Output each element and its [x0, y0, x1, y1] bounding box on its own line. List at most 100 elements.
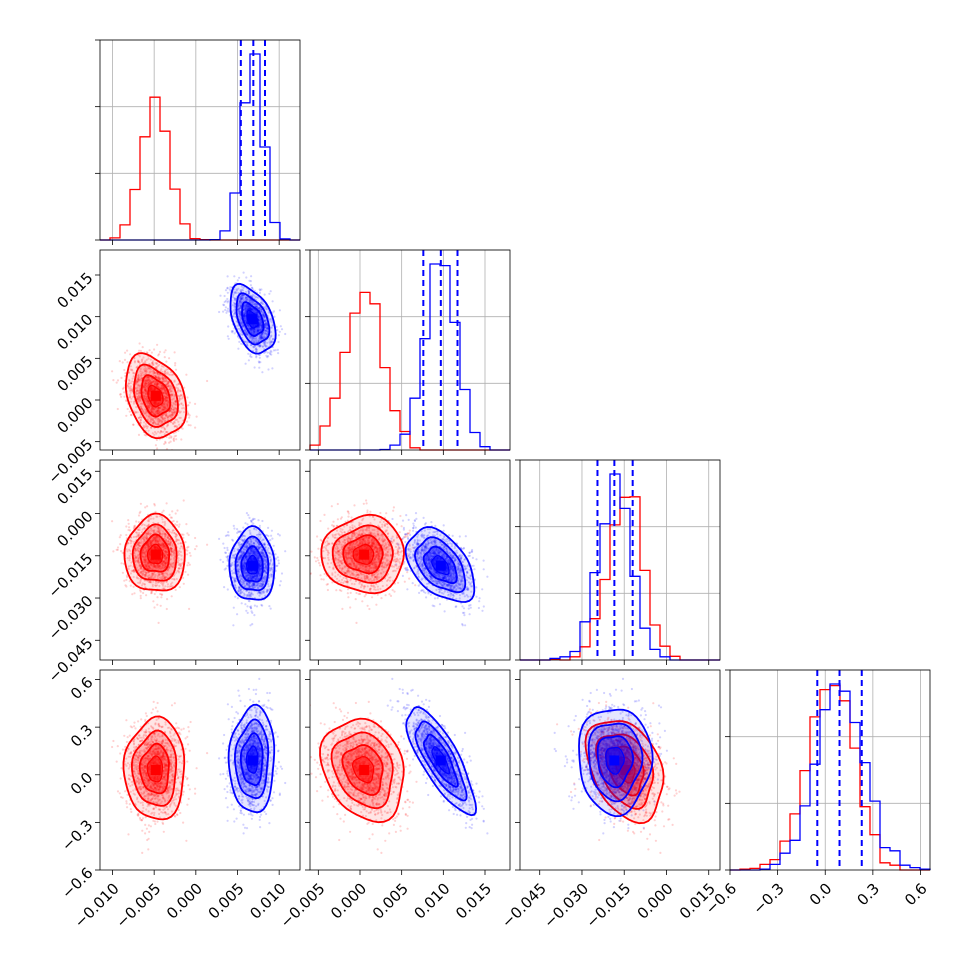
scatter-point [148, 403, 152, 406]
scatter-point [157, 373, 160, 376]
scatter-point [137, 533, 141, 536]
scatter-point [164, 550, 167, 553]
scatter-point [149, 542, 152, 546]
scatter-point [129, 539, 132, 542]
scatter-point [164, 562, 167, 565]
scatter-point [248, 325, 251, 328]
scatter-point [173, 556, 176, 560]
scatter-point [162, 563, 165, 567]
scatter-point [146, 532, 149, 536]
scatter-point [224, 289, 228, 292]
scatter-point [229, 565, 232, 568]
scatter-point [161, 404, 164, 407]
scatter-point [157, 409, 160, 412]
scatter-point [263, 333, 266, 336]
scatter-point [144, 390, 147, 393]
scatter-point [243, 304, 246, 307]
scatter-point [248, 552, 251, 555]
scatter-point [140, 570, 143, 573]
scatter-point [159, 544, 162, 548]
scatter-point [162, 542, 165, 545]
scatter-point [245, 544, 248, 547]
scatter-point [264, 322, 267, 325]
scatter-point [255, 348, 258, 351]
scatter-point [132, 526, 135, 530]
scatter-point [246, 344, 249, 347]
scatter-point [255, 341, 258, 344]
scatter-point [172, 551, 175, 554]
scatter-point [248, 585, 251, 588]
scatter-point [166, 536, 170, 539]
scatter-point [160, 577, 163, 580]
scatter-point [154, 537, 157, 540]
scatter-point [240, 301, 243, 304]
scatter-point [206, 379, 209, 383]
scatter-point [266, 549, 269, 552]
scatter-point [181, 427, 184, 430]
scatter-point [185, 373, 188, 376]
scatter-point [163, 576, 167, 579]
scatter-point [258, 592, 261, 595]
scatter-point [186, 549, 189, 552]
scatter-point [141, 528, 144, 531]
scatter-point [239, 589, 242, 592]
scatter-point [144, 558, 147, 562]
scatter-point [160, 542, 164, 545]
scatter-point [178, 523, 181, 526]
scatter-point [137, 373, 140, 377]
scatter-point [238, 296, 241, 299]
scatter-point [266, 341, 269, 344]
scatter-point [151, 432, 154, 435]
scatter-point [237, 557, 240, 560]
scatter-point [127, 567, 130, 571]
scatter-point [132, 423, 135, 426]
scatter-point [242, 271, 245, 274]
scatter-point [127, 382, 130, 385]
scatter-point [156, 412, 159, 415]
scatter-point [152, 363, 155, 366]
scatter-point [146, 367, 149, 370]
scatter-point [140, 537, 143, 540]
scatter-point [252, 345, 255, 348]
scatter-point [126, 407, 129, 411]
scatter-point [135, 535, 138, 538]
scatter-point [219, 294, 222, 297]
scatter-point [147, 571, 150, 574]
scatter-point [169, 547, 172, 550]
scatter-point [163, 433, 166, 436]
scatter-point [236, 560, 239, 563]
scatter-point [165, 396, 168, 399]
scatter-point [168, 565, 171, 568]
scatter-point [170, 413, 173, 416]
scatter-point [179, 410, 182, 413]
scatter-point [239, 312, 242, 315]
scatter-point [234, 297, 237, 300]
scatter-point [257, 329, 260, 332]
scatter-point [257, 571, 260, 574]
scatter-point [159, 369, 162, 372]
scatter-point [146, 404, 149, 407]
scatter-point [150, 381, 153, 384]
scatter-point [249, 280, 252, 283]
scatter-point [166, 431, 169, 434]
scatter-point [173, 421, 176, 424]
scatter-point [147, 530, 150, 533]
scatter-point [148, 404, 151, 407]
scatter-point [264, 562, 267, 565]
scatter-point [267, 311, 270, 314]
scatter-point [181, 533, 184, 536]
scatter-point [177, 567, 180, 570]
scatter-point [128, 378, 131, 381]
scatter-point [166, 382, 170, 385]
scatter-point [177, 388, 180, 391]
scatter-point [177, 382, 180, 385]
scatter-point [253, 614, 256, 617]
scatter-point [152, 529, 155, 532]
scatter-point [251, 583, 254, 586]
scatter-point [143, 397, 146, 400]
scatter-point [145, 546, 149, 549]
scatter-point [250, 302, 253, 305]
scatter-point [153, 529, 156, 532]
scatter-point [159, 543, 162, 546]
scatter-point [174, 400, 177, 403]
